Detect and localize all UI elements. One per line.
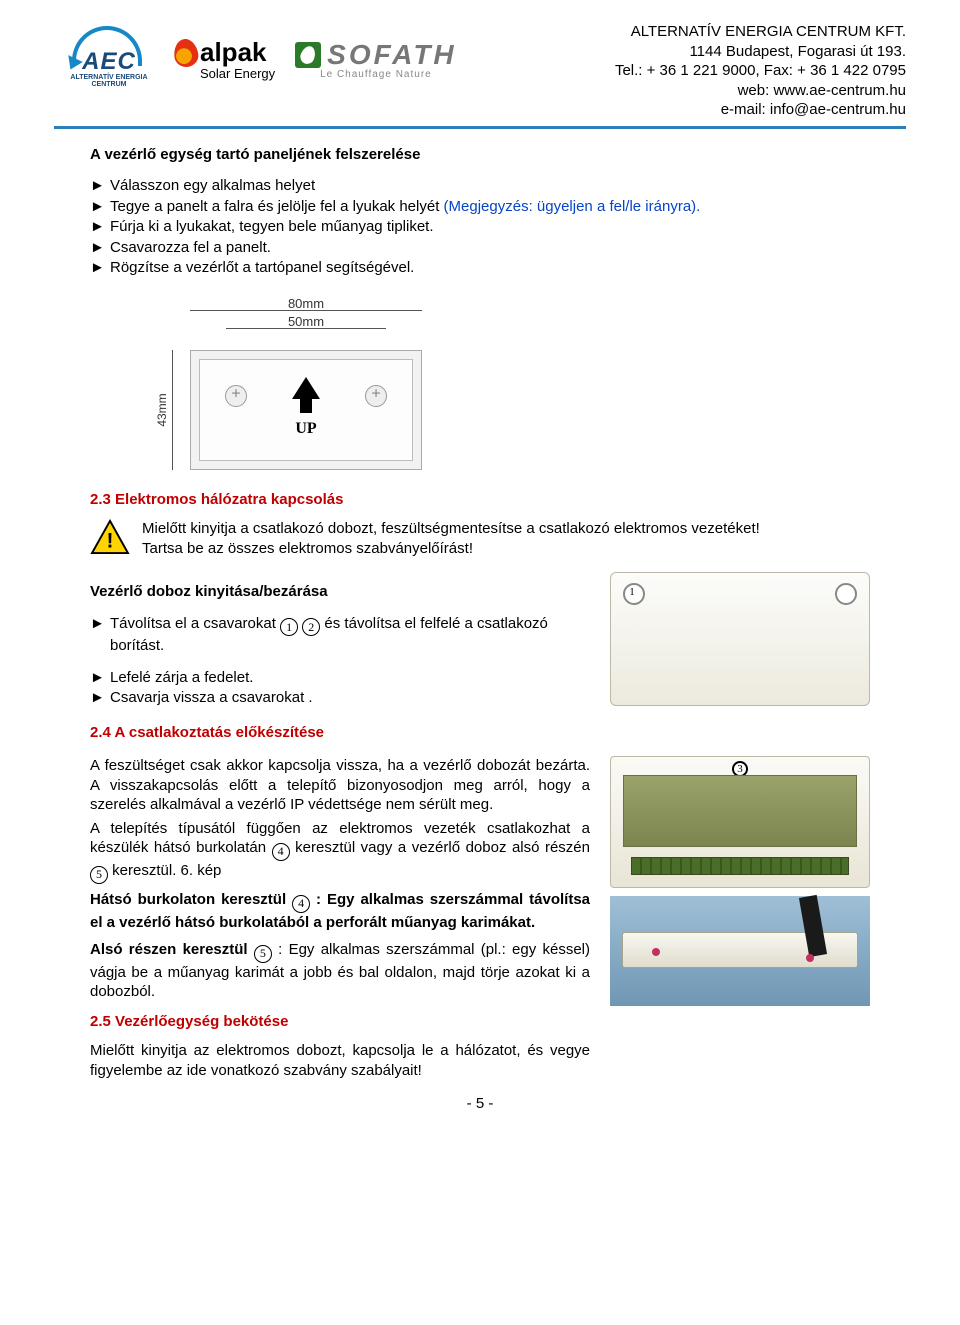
header-rule <box>54 126 906 129</box>
company-name: ALTERNATÍV ENERGIA CENTRUM KFT. <box>615 22 906 42</box>
warning-triangle-icon: ! <box>90 519 130 555</box>
logo-row: AEC ALTERNATÍV ENERGIACENTRUM alpak Sola… <box>54 22 457 96</box>
mount-hole-icon <box>225 385 247 407</box>
circled-5-icon: 5 <box>90 866 108 884</box>
bullet: ►Lefelé zárja a fedelet. <box>90 668 590 688</box>
page-header: AEC ALTERNATÍV ENERGIACENTRUM alpak Sola… <box>54 22 906 120</box>
section4-p2: A telepítés típusától függően az elektro… <box>90 819 590 884</box>
mount-hole-icon <box>365 385 387 407</box>
circled-2-icon: 2 <box>302 618 320 636</box>
calpak-logo-text: alpak <box>200 37 267 68</box>
section-2-3-heading: 2.3 Elektromos hálózatra kapcsolás <box>90 490 870 510</box>
callout-1: 1 <box>623 583 641 601</box>
aec-logo: AEC ALTERNATÍV ENERGIACENTRUM <box>54 22 164 96</box>
calpak-logo: alpak Solar Energy <box>174 37 275 81</box>
bullet: ► Távolítsa el a csavarokat 1 2 és távol… <box>90 614 590 656</box>
warning-block: ! Mielőtt kinyitja a csatlakozó dobozt, … <box>90 519 870 558</box>
warning-text-1: Mielőtt kinyitja a csatlakozó dobozt, fe… <box>142 519 760 539</box>
aec-logo-text: AEC <box>54 48 164 76</box>
callout-2: 2 <box>839 583 857 601</box>
section4-p1: A feszültséget csak akkor kapcsolja viss… <box>90 756 590 815</box>
section-2-5-heading: 2.5 Vezérlőegység bekötése <box>90 1012 590 1032</box>
bottom-plate-photo <box>610 896 870 1006</box>
sofath-logo-text: SOFATH <box>327 39 456 71</box>
flame-icon <box>172 37 200 68</box>
bullet: ►Csavarozza fel a panelt. <box>90 238 870 258</box>
bullet: ►Válasszon egy alkalmas helyet <box>90 176 870 196</box>
up-label: UP <box>295 419 316 440</box>
calpak-logo-sub: Solar Energy <box>200 66 275 81</box>
section5-p1: Mielőtt kinyitja az elektromos dobozt, k… <box>90 1041 590 1080</box>
controller-internals-photo: 3 <box>610 756 870 888</box>
circled-4-icon: 4 <box>272 843 290 861</box>
company-email: e-mail: info@ae-centrum.hu <box>615 100 906 120</box>
circled-1-icon: 1 <box>280 618 298 636</box>
leaf-icon <box>295 42 321 68</box>
controller-cover-photo: 1 2 <box>610 572 870 706</box>
mounting-diagram: 80mm 50mm 43mm UP <box>142 296 432 476</box>
company-phone: Tel.: + 36 1 221 9000, Fax: + 36 1 422 0… <box>615 61 906 81</box>
company-web: web: www.ae-centrum.hu <box>615 81 906 101</box>
bullet: ►Csavarja vissza a csavarokat . <box>90 688 590 708</box>
svg-text:!: ! <box>107 529 114 552</box>
circled-4-icon: 4 <box>292 895 310 913</box>
section-2-4-heading: 2.4 A csatlakoztatás előkészítése <box>90 723 870 743</box>
aec-logo-sub: ALTERNATÍV ENERGIACENTRUM <box>54 74 164 89</box>
company-address: 1144 Budapest, Fogarasi út 193. <box>615 42 906 62</box>
up-arrow-icon <box>292 377 320 399</box>
bullet: ►Tegye a panelt a falra és jelölje fel a… <box>90 197 870 217</box>
bullet: ►Rögzítse a vezérlőt a tartópanel segíts… <box>90 258 870 278</box>
section4-p4: Alsó részen keresztül 5 : Egy alkalmas s… <box>90 940 590 1002</box>
bullet: ►Fúrja ki a lyukakat, tegyen bele műanya… <box>90 217 870 237</box>
section1-title: A vezérlő egység tartó paneljének felsze… <box>90 145 870 165</box>
sofath-logo-sub: Le Chauffage Nature <box>320 69 432 80</box>
page-number: - 5 - <box>90 1094 870 1114</box>
warning-text-2: Tartsa be az összes elektromos szabványe… <box>142 539 760 559</box>
page-content: A vezérlő egység tartó paneljének felsze… <box>54 145 906 1114</box>
sofath-logo: SOFATH Le Chauffage Nature <box>295 39 456 80</box>
section4-p3: Hátsó burkolaton keresztül 4 : Egy alkal… <box>90 890 590 932</box>
dimension-43mm: 43mm <box>155 393 171 426</box>
section3-title: Vezérlő doboz kinyitása/bezárása <box>90 582 590 602</box>
company-info: ALTERNATÍV ENERGIA CENTRUM KFT. 1144 Bud… <box>615 22 906 120</box>
circled-5-icon: 5 <box>254 945 272 963</box>
